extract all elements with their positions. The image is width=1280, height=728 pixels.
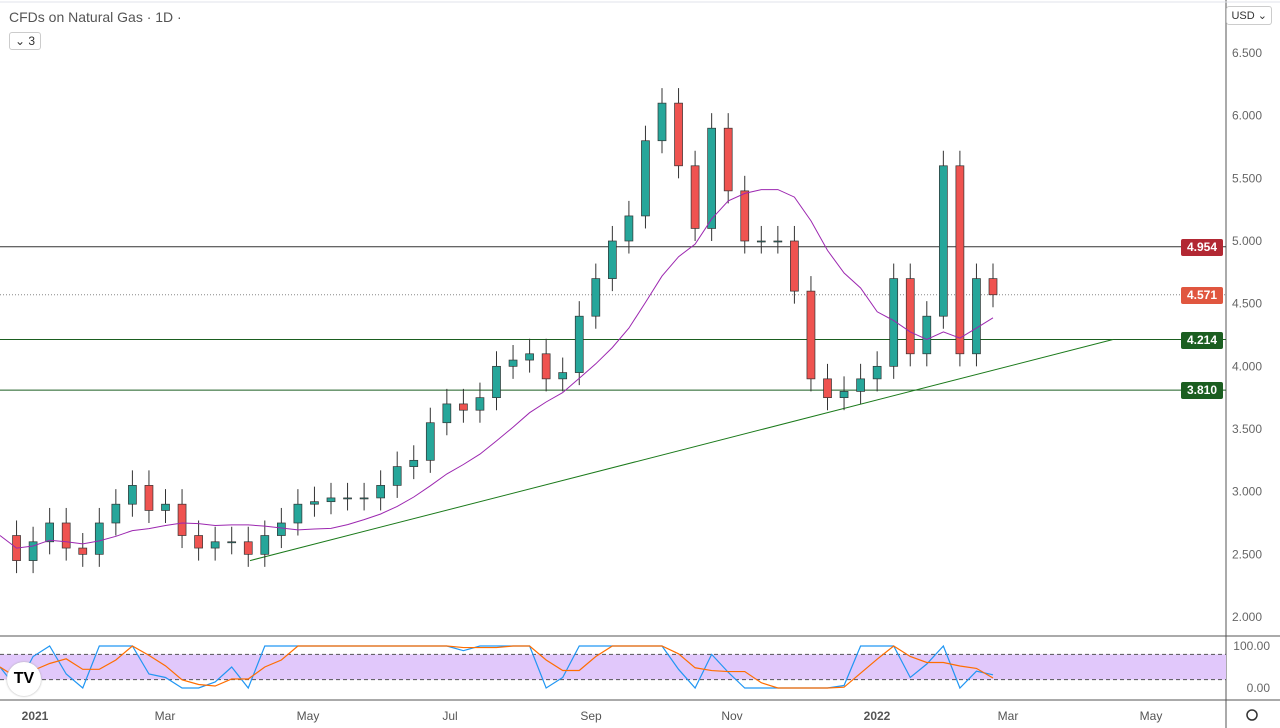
indicator-count: 3	[28, 34, 36, 48]
candle-body	[806, 290, 816, 380]
x-tick-label: Jul	[442, 709, 457, 723]
y-tick-label: 4.500	[1232, 297, 1262, 311]
indicators-toggle-button[interactable]: ⌄ 3	[9, 32, 42, 50]
candle-body	[690, 165, 700, 229]
candle-body	[409, 459, 419, 467]
candle-body	[508, 359, 518, 367]
stochastic-tick-label: 0.00	[1247, 681, 1271, 695]
candle-body	[541, 353, 551, 380]
tradingview-logo[interactable]: TV	[7, 662, 41, 696]
level-tag-support-1: 4.214	[1181, 331, 1223, 349]
candle-body	[938, 165, 948, 317]
candle-body	[210, 541, 220, 549]
candle-body	[707, 127, 717, 229]
candle-body	[905, 278, 915, 355]
candle-body	[326, 497, 336, 503]
candle-body	[459, 403, 468, 411]
stochastic-d-line	[0, 645, 994, 689]
candle-body	[94, 522, 104, 555]
y-tick-label: 2.000	[1232, 610, 1262, 624]
candle-body	[177, 503, 187, 536]
y-tick-label: 5.000	[1232, 234, 1262, 248]
y-tick-label: 3.500	[1232, 422, 1262, 436]
candle-body	[492, 365, 501, 399]
candle-body	[78, 547, 88, 555]
candle-body	[343, 497, 352, 500]
candle-body	[723, 127, 733, 192]
x-tick-label: 2021	[22, 709, 49, 723]
candle-body	[392, 466, 402, 486]
candle-body	[61, 522, 71, 549]
x-tick-label: Mar	[155, 709, 176, 723]
candle-body	[756, 240, 766, 243]
candle-body	[144, 485, 154, 511]
candle-body	[856, 378, 865, 392]
candle-body	[376, 485, 385, 499]
candle-body	[227, 541, 237, 544]
candle-body	[525, 353, 534, 361]
settings-gear-icon[interactable]	[1246, 709, 1258, 721]
x-tick-label: Sep	[580, 709, 602, 723]
candle-body	[111, 503, 121, 524]
y-tick-label: 5.500	[1232, 171, 1262, 185]
candle-body	[293, 503, 303, 524]
candle-body	[922, 315, 932, 355]
candle-body	[194, 535, 203, 549]
x-tick-label: May	[1140, 709, 1163, 723]
candle-body	[657, 102, 667, 142]
candle-body	[277, 522, 286, 536]
candle-body	[260, 535, 270, 555]
candle-body	[872, 365, 882, 380]
currency-dropdown[interactable]: USD ⌄	[1226, 6, 1272, 25]
candle-body	[839, 391, 849, 399]
candle-body	[740, 190, 750, 242]
candle-body	[674, 102, 683, 167]
last-price-tag: 4.571	[1181, 286, 1223, 304]
candle-body	[574, 315, 584, 373]
x-tick-label: 2022	[864, 709, 891, 723]
candle-body	[773, 240, 783, 243]
candle-body	[823, 378, 832, 399]
candle-body	[889, 278, 899, 367]
candle-body	[972, 278, 981, 355]
candle-body	[161, 503, 170, 511]
y-tick-label: 6.500	[1232, 46, 1262, 60]
x-tick-label: May	[297, 709, 320, 723]
y-tick-label: 4.000	[1232, 359, 1262, 373]
candle-body	[988, 278, 998, 296]
candle-body	[558, 372, 568, 380]
moving-average-line	[0, 189, 994, 549]
candle-body	[45, 522, 55, 543]
candle-body	[128, 485, 137, 505]
level-tag-resistance: 4.954	[1181, 238, 1223, 256]
x-tick-label: Nov	[721, 709, 742, 723]
candle-body	[310, 501, 319, 505]
candle-body	[359, 497, 369, 500]
candle-body	[442, 403, 452, 424]
candle-body	[28, 541, 38, 561]
stochastic-band	[0, 654, 1226, 680]
level-tag-support-2: 3.810	[1181, 382, 1223, 400]
candle-body	[425, 422, 435, 461]
currency-label: USD	[1231, 10, 1255, 22]
trendline	[249, 339, 1114, 562]
y-tick-label: 3.000	[1232, 485, 1262, 499]
candle-body	[475, 397, 485, 411]
candle-body	[607, 240, 617, 279]
chart-title: CFDs on Natural Gas · 1D ·	[9, 9, 182, 25]
candle-body	[591, 278, 601, 317]
candle-body	[790, 240, 799, 292]
y-tick-label: 2.500	[1232, 547, 1262, 561]
candle-body	[624, 215, 634, 242]
candle-body	[641, 140, 650, 217]
x-tick-label: Mar	[998, 709, 1019, 723]
y-tick-label: 6.000	[1232, 109, 1262, 123]
candle-body	[955, 165, 965, 355]
stochastic-tick-label: 100.00	[1233, 639, 1270, 653]
candle-body	[243, 541, 253, 555]
